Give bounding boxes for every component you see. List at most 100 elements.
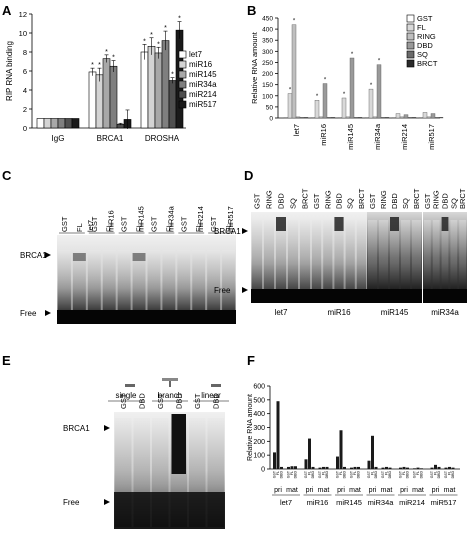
bar-label: DBD xyxy=(294,471,298,479)
significance-mark: * xyxy=(370,83,373,89)
y-tick-label: 2 xyxy=(23,105,27,114)
category-label: BRCA1 xyxy=(97,134,124,143)
y-tick-label: 8 xyxy=(23,48,27,57)
lane-label: miR34a xyxy=(166,205,175,232)
bar-label: DBD xyxy=(451,471,455,479)
branch-structure-icon xyxy=(162,378,178,381)
lane-label: DBD xyxy=(441,193,450,209)
free-probe-band xyxy=(251,289,311,303)
lane-label: DBD xyxy=(211,393,220,409)
legend-label: miR145 xyxy=(189,70,217,79)
free-probe-band xyxy=(114,492,225,529)
bar xyxy=(312,467,315,469)
bar xyxy=(375,467,378,469)
significance-mark: * xyxy=(143,38,146,45)
bar xyxy=(277,401,280,469)
y-tick-label: 200 xyxy=(262,71,273,78)
bar xyxy=(431,468,434,469)
y-axis-label: Relative RNA amount xyxy=(247,394,254,461)
y-tick-label: 0 xyxy=(269,116,273,123)
legend-swatch xyxy=(179,51,186,58)
bar-label: DBD xyxy=(357,471,361,479)
category-label: miR16 xyxy=(319,124,328,146)
bar xyxy=(448,467,451,469)
gel-lane xyxy=(433,220,440,293)
y-tick-label: 100 xyxy=(253,453,265,460)
subgroup-label: pri xyxy=(306,487,314,494)
legend-swatch xyxy=(407,60,414,67)
bar xyxy=(336,457,339,469)
lane-label: BRCT xyxy=(357,188,366,209)
legend-label: miR214 xyxy=(189,90,217,99)
gel-lane xyxy=(118,250,131,314)
bar xyxy=(368,461,371,469)
band-arrow xyxy=(242,228,248,234)
bar xyxy=(438,467,441,469)
gel-lane xyxy=(450,220,457,293)
gel-lane xyxy=(264,220,274,293)
y-tick-label: 450 xyxy=(262,16,273,23)
lane-label: DBD xyxy=(174,393,183,409)
bar xyxy=(389,468,392,469)
bar xyxy=(103,59,110,128)
bar xyxy=(342,98,346,118)
subgroup-label: pri xyxy=(400,487,408,494)
legend-label: miR34a xyxy=(189,80,217,89)
bar xyxy=(296,117,300,118)
legend-swatch xyxy=(407,15,414,22)
lane-label: GST xyxy=(423,193,432,209)
lane-label: RING xyxy=(323,190,332,209)
bar xyxy=(148,46,155,128)
y-tick-label: 6 xyxy=(23,67,27,76)
lane-label: DBD xyxy=(390,193,399,209)
lane-label: DBD xyxy=(137,393,146,409)
category-label: DROSHA xyxy=(145,134,180,143)
category-label: miR34a xyxy=(373,123,382,150)
lane-label: SQ xyxy=(346,198,355,209)
bar xyxy=(373,117,377,118)
lane-label: GST xyxy=(368,193,377,209)
bar-label: DBD xyxy=(343,471,347,479)
gel-lane xyxy=(88,250,101,314)
bar xyxy=(413,468,416,469)
bar xyxy=(51,119,58,129)
legend-label: GST xyxy=(417,14,433,23)
bar xyxy=(308,439,311,469)
panel-letter-a: A xyxy=(2,3,12,18)
significance-mark: * xyxy=(289,88,292,94)
bar xyxy=(377,65,381,118)
bar xyxy=(110,66,117,128)
panel-letter-b: B xyxy=(247,3,256,18)
bar xyxy=(412,117,416,118)
bar xyxy=(382,468,385,469)
lane-label: BRCT xyxy=(301,188,310,209)
gel-lane xyxy=(288,220,298,293)
lane-label: GST xyxy=(149,216,158,232)
bar xyxy=(96,75,103,128)
lane-label: DBD xyxy=(335,193,344,209)
category-label: miR214 xyxy=(400,124,409,150)
bar xyxy=(346,117,350,118)
bar-label: DBD xyxy=(388,471,392,479)
bar xyxy=(319,117,323,118)
bar xyxy=(162,41,169,128)
group-label: miR16 xyxy=(307,498,329,507)
significance-mark: * xyxy=(164,25,167,32)
band-label: BRCA1 xyxy=(214,227,241,236)
lane-label: GST xyxy=(119,393,128,409)
bar xyxy=(385,117,389,118)
significance-mark: * xyxy=(157,41,160,48)
bar xyxy=(400,117,404,118)
lane-label: GST xyxy=(179,216,188,232)
significance-mark: * xyxy=(351,52,354,58)
gel-lane xyxy=(401,220,410,293)
band-arrow xyxy=(242,287,248,293)
y-tick-label: 10 xyxy=(19,29,27,38)
category-label: let7 xyxy=(292,124,301,136)
bar xyxy=(176,30,183,128)
bar xyxy=(408,117,412,118)
